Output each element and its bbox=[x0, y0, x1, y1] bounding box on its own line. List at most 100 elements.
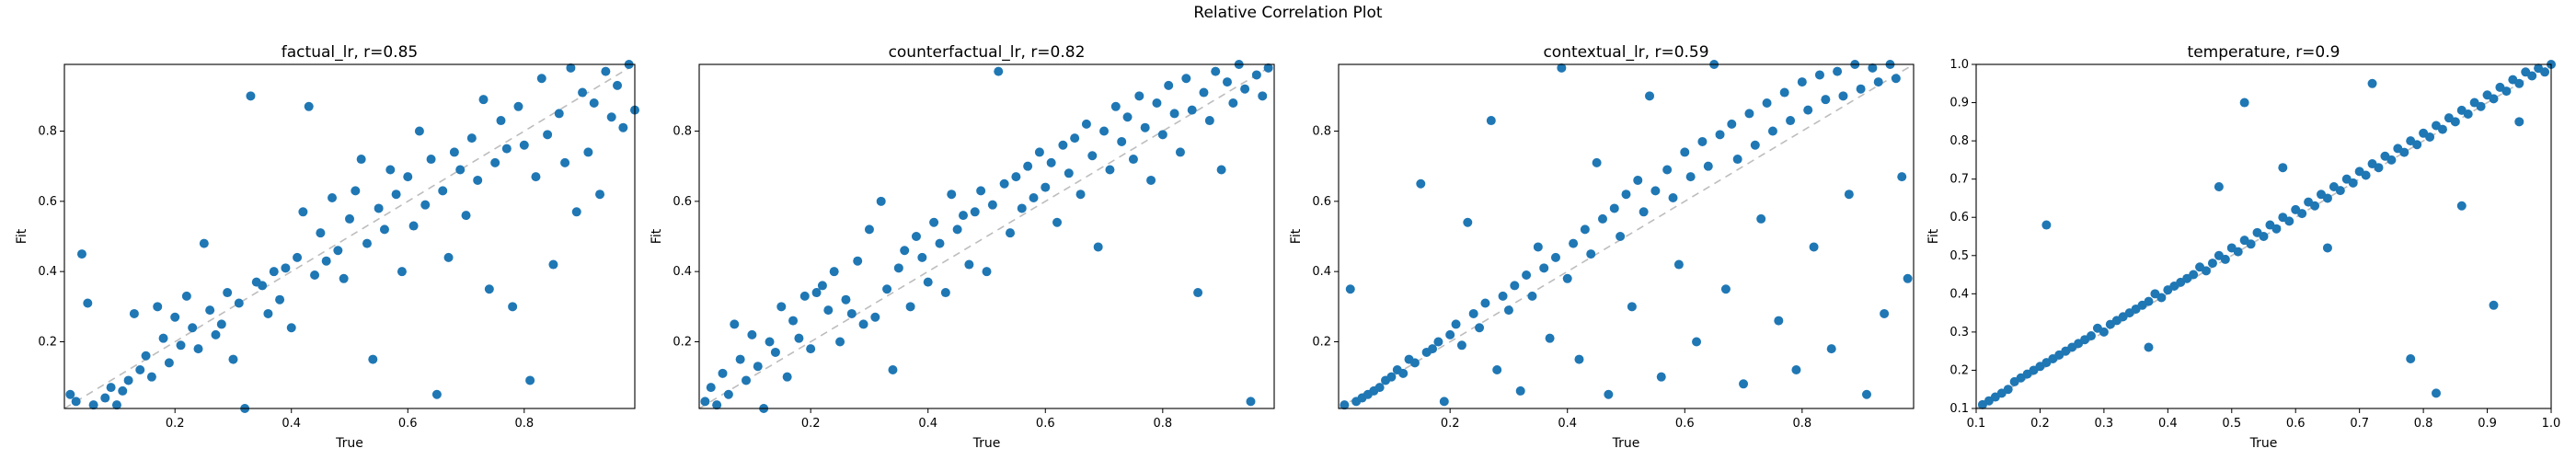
scatter-point bbox=[811, 288, 822, 298]
scatter-point bbox=[554, 109, 564, 119]
scatter-point bbox=[263, 308, 273, 318]
scatter-point bbox=[188, 323, 198, 333]
scatter-panel-2: counterfactual_lr, r=0.82 0.2 0.4 0.6 0.8 0.2… bbox=[650, 43, 1275, 451]
identity-line bbox=[698, 63, 1275, 409]
scatter-point bbox=[987, 200, 997, 210]
y-axis-label: Fit bbox=[15, 228, 29, 244]
scatter-point bbox=[1569, 238, 1579, 248]
scatter-point bbox=[846, 308, 857, 318]
x-tick-label: 0.2 bbox=[166, 417, 185, 431]
scatter-point bbox=[923, 277, 933, 287]
scatter-point bbox=[391, 190, 401, 200]
scatter-point bbox=[2399, 147, 2409, 157]
scatter-point bbox=[513, 101, 523, 111]
scatter-point bbox=[548, 259, 558, 270]
scatter-point bbox=[316, 228, 326, 238]
y-tick-label: 0.6 bbox=[673, 195, 692, 209]
scatter-point bbox=[1428, 344, 1438, 354]
scatter-point bbox=[2278, 163, 2288, 173]
scatter-point bbox=[100, 393, 110, 403]
scatter-point bbox=[1433, 337, 1443, 347]
scatter-point bbox=[1492, 365, 1502, 375]
scatter-point bbox=[1515, 385, 1525, 396]
scatter-point bbox=[770, 347, 780, 357]
scatter-point bbox=[970, 207, 980, 217]
scatter-point bbox=[1134, 91, 1144, 101]
x-tick-label: 0.4 bbox=[2158, 417, 2178, 431]
scatter-point bbox=[1374, 383, 1385, 393]
y-tick-label: 0.8 bbox=[673, 125, 692, 139]
x-axis-label: True bbox=[972, 436, 1001, 451]
scatter-point bbox=[2450, 117, 2460, 127]
scatter-point bbox=[1187, 105, 1197, 115]
scatter-point bbox=[2432, 388, 2441, 398]
scatter-point bbox=[141, 351, 151, 361]
scatter-point bbox=[566, 63, 576, 73]
scatter-point bbox=[2406, 353, 2416, 363]
scatter-point bbox=[2259, 232, 2269, 241]
scatter-point bbox=[176, 340, 186, 351]
scatter-point bbox=[2514, 78, 2524, 88]
scatter-point bbox=[2310, 201, 2320, 211]
x-tick-label: 0.4 bbox=[1558, 417, 1577, 431]
scatter-point bbox=[1715, 130, 1725, 140]
x-tick-label: 0.5 bbox=[2222, 417, 2241, 431]
scatter-point bbox=[730, 319, 740, 329]
scatter-point bbox=[940, 288, 950, 298]
scatter-point bbox=[1597, 213, 1607, 224]
scatter-point bbox=[455, 165, 466, 175]
scatter-point bbox=[2271, 224, 2282, 234]
scatter-point bbox=[817, 281, 827, 291]
scatter-point bbox=[1527, 291, 1537, 301]
scatter-point bbox=[135, 365, 145, 375]
scatter-point bbox=[426, 155, 436, 165]
scatter-point bbox=[205, 305, 215, 316]
axes-frame bbox=[1975, 63, 2552, 409]
scatter-point bbox=[1797, 77, 1807, 87]
scatter-point bbox=[712, 400, 722, 410]
scatter-point bbox=[1685, 172, 1696, 182]
scatter-point bbox=[606, 112, 616, 122]
scatter-point bbox=[1727, 119, 1737, 129]
scatter-point bbox=[484, 284, 494, 294]
scatter-point bbox=[449, 147, 459, 157]
scatter-point bbox=[1662, 165, 1673, 175]
identity-line bbox=[63, 63, 636, 409]
x-tick-label: 0.9 bbox=[2478, 417, 2497, 431]
x-tick-label: 0.1 bbox=[1967, 417, 1986, 431]
scatter-point bbox=[1897, 172, 1907, 182]
scatter-point bbox=[1522, 270, 1532, 280]
scatter-point bbox=[431, 389, 442, 399]
scatter-point bbox=[1621, 190, 1631, 200]
scatter-point bbox=[2489, 300, 2499, 310]
scatter-point bbox=[1762, 98, 1772, 108]
scatter-point bbox=[1592, 157, 1602, 167]
scatter-point bbox=[1703, 161, 1713, 171]
panel-title: contextual_lr, r=0.59 bbox=[1543, 43, 1708, 62]
scatter-point bbox=[1117, 136, 1127, 146]
scatter-point bbox=[1175, 147, 1185, 157]
scatter-point bbox=[170, 312, 180, 322]
scatter-point bbox=[1680, 147, 1690, 157]
scatter-point bbox=[718, 368, 728, 378]
axes-frame bbox=[1338, 63, 1915, 409]
scatter-point bbox=[403, 172, 413, 182]
scatter-point bbox=[420, 200, 431, 210]
x-tick-label: 0.2 bbox=[801, 417, 821, 431]
scatter-point bbox=[1064, 168, 1074, 178]
scatter-point bbox=[1122, 112, 1133, 122]
panels: factual_lr, r=0.85 0.2 0.4 0.6 0.8 0.2 0.4 0.6 0… bbox=[15, 43, 2560, 451]
scatter-point bbox=[1880, 308, 1890, 318]
scatter-point bbox=[2214, 181, 2224, 191]
scatter-point bbox=[2220, 254, 2230, 264]
scatter-point bbox=[823, 305, 834, 316]
scatter-point bbox=[706, 383, 716, 393]
scatter-point bbox=[321, 256, 331, 266]
scatter-point bbox=[1720, 284, 1731, 294]
scatter-point bbox=[1539, 263, 1549, 273]
scatter-point bbox=[1222, 77, 1232, 87]
scatter-point bbox=[111, 400, 121, 410]
scatter-point bbox=[519, 140, 529, 150]
y-tick-label: 0.8 bbox=[38, 125, 57, 139]
